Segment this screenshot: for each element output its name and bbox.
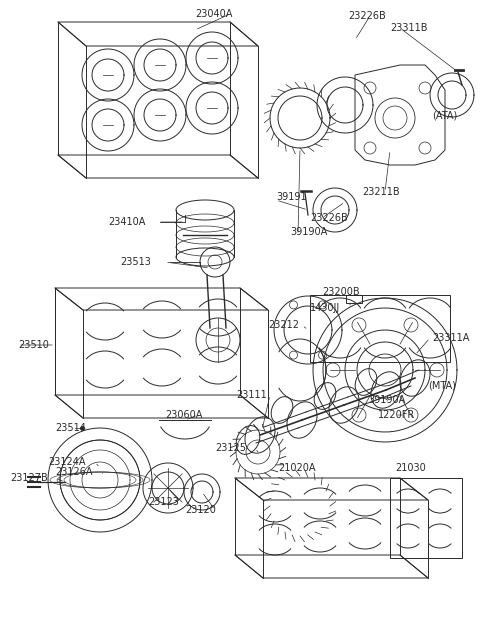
Text: 23040A: 23040A	[195, 9, 232, 19]
Text: 23226B: 23226B	[348, 11, 386, 21]
Text: 23514: 23514	[55, 423, 86, 433]
Text: 21030: 21030	[395, 463, 426, 473]
Text: 23127B: 23127B	[10, 473, 48, 483]
Text: (ATA): (ATA)	[432, 110, 457, 120]
Text: 23311A: 23311A	[432, 333, 469, 343]
Text: 23311B: 23311B	[390, 23, 428, 33]
Text: 23510: 23510	[18, 340, 49, 350]
Text: 39190A: 39190A	[368, 395, 405, 405]
Text: 23120: 23120	[185, 505, 216, 515]
Text: 23513: 23513	[120, 257, 151, 267]
Text: (MTA): (MTA)	[428, 380, 456, 390]
Text: 23124A: 23124A	[48, 457, 85, 467]
Text: 23410A: 23410A	[108, 217, 145, 227]
Text: 1430JJ: 1430JJ	[310, 303, 340, 313]
Text: 23060A: 23060A	[165, 410, 203, 420]
Text: 21020A: 21020A	[278, 463, 315, 473]
Text: 23200B: 23200B	[322, 287, 360, 297]
Text: 23226B: 23226B	[310, 213, 348, 223]
Text: 23212: 23212	[268, 320, 299, 330]
Text: 23126A: 23126A	[55, 467, 93, 477]
Text: 23211B: 23211B	[362, 187, 400, 197]
Text: 23125: 23125	[215, 443, 246, 453]
Text: 39190A: 39190A	[290, 227, 327, 237]
Text: 1220FR: 1220FR	[378, 410, 415, 420]
Text: 23123: 23123	[148, 497, 179, 507]
Text: 39191: 39191	[276, 192, 307, 202]
Text: 23111: 23111	[236, 390, 267, 400]
